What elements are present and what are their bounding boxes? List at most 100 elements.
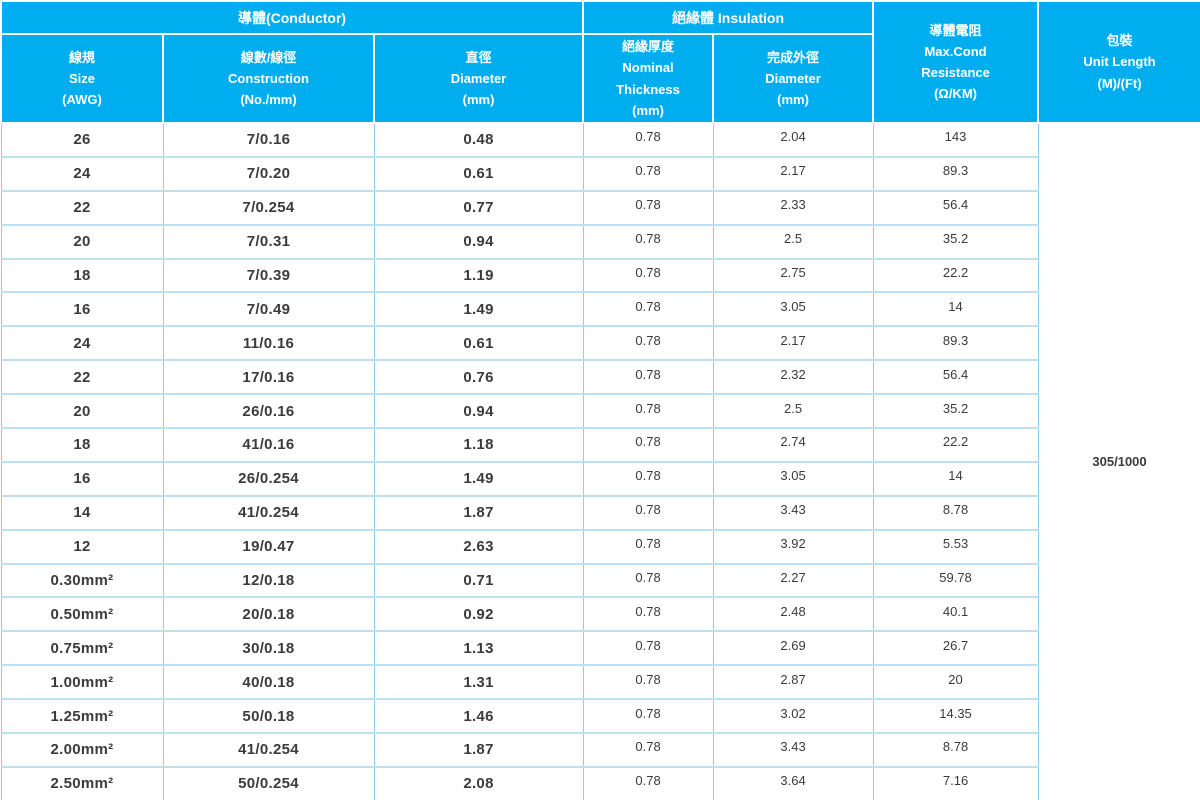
table-row: 26 7/0.16 0.48 0.78 2.04 143 305/1000 [0,122,1200,800]
sub-header-row: 線規 Size (AWG) 線數/線徑 Construction (No./mm… [0,33,1200,124]
finished-diameter-cell: 3.02 [712,698,874,735]
table-row: 24 7/0.20 0.61 0.78 2.17 89.3 [0,155,1200,192]
resistance-cell: 59.78 [872,562,1039,599]
size-cell: 1.25mm² [0,698,164,735]
diameter-cell: 0.94 [373,393,584,430]
thickness-cell: 0.78 [582,189,714,226]
table-row: 14 41/0.254 1.87 0.78 3.43 8.78 [0,494,1200,531]
resistance-cell: 89.3 [872,155,1039,192]
table-row: 2.50mm² 50/0.254 2.08 0.78 3.64 7.16 [0,765,1200,800]
diameter-cell: 0.48 [373,122,584,158]
group-header-row: 導體(Conductor) 絕緣體 Insulation 導體電阻 Max.Co… [0,0,1200,124]
construction-cell: 41/0.254 [162,732,375,768]
finished-diameter-column-header: 完成外徑 Diameter (mm) [712,33,875,124]
thickness-cell: 0.78 [582,765,714,800]
diameter-cell: 0.77 [373,189,584,226]
finished-diameter-cell: 2.87 [712,664,874,701]
conductor-diameter-column-header: 直徑 Diameter (mm) [372,33,585,124]
diameter-cell: 1.18 [373,427,584,463]
finished-diameter-cell: 2.69 [712,630,874,667]
construction-cell: 41/0.254 [162,494,375,531]
insulation-thickness-column-header: 絕緣厚度 Nominal Thickness (mm) [582,33,715,124]
finished-diameter-cell: 2.17 [712,155,874,192]
conductor-group-header: 導體(Conductor) [0,0,585,35]
size-cell: 12 [0,528,164,565]
finished-diameter-cell: 3.05 [712,291,874,328]
diameter-cell: 2.08 [373,765,584,800]
table-row: 0.50mm² 20/0.18 0.92 0.78 2.48 40.1 [0,596,1200,633]
construction-column-header: 線數/線徑 Construction (No./mm) [162,33,375,124]
diameter-cell: 1.31 [373,664,584,701]
finished-diameter-cell: 2.5 [712,393,874,430]
table-row: 20 26/0.16 0.94 0.78 2.5 35.2 [0,393,1200,430]
resistance-cell: 5.53 [872,528,1039,565]
size-cell: 2.00mm² [0,732,164,768]
finished-diameter-cell: 3.05 [712,460,874,497]
finished-diameter-cell: 3.43 [712,494,874,531]
thickness-cell: 0.78 [582,460,714,497]
thickness-cell: 0.78 [582,325,714,362]
thickness-cell: 0.78 [582,155,714,192]
resistance-cell: 20 [872,664,1039,701]
thickness-cell: 0.78 [582,732,714,768]
thickness-cell: 0.78 [582,664,714,701]
size-cell: 2.50mm² [0,765,164,800]
diameter-cell: 1.19 [373,257,584,294]
resistance-cell: 14 [872,291,1039,328]
construction-cell: 19/0.47 [162,528,375,565]
size-cell: 0.50mm² [0,596,164,633]
diameter-cell: 0.92 [373,596,584,633]
resistance-cell: 7.16 [872,765,1039,800]
construction-cell: 26/0.16 [162,393,375,430]
diameter-cell: 0.94 [373,223,584,260]
resistance-cell: 35.2 [872,393,1039,430]
table-row: 16 26/0.254 1.49 0.78 3.05 14 [0,460,1200,497]
thickness-cell: 0.78 [582,359,714,396]
resistance-cell: 89.3 [872,325,1039,362]
resistance-cell: 14.35 [872,698,1039,735]
table-body: 26 7/0.16 0.48 0.78 2.04 143 305/1000 24 7/0.20 0… [0,122,1200,800]
finished-diameter-cell: 2.32 [712,359,874,396]
construction-cell: 17/0.16 [162,359,375,396]
resistance-column-header: 導體電阻 Max.Cond Resistance (Ω/KM) [872,0,1040,124]
thickness-cell: 0.78 [582,562,714,599]
diameter-cell: 0.76 [373,359,584,396]
size-cell: 0.30mm² [0,562,164,599]
diameter-cell: 1.49 [373,460,584,497]
construction-cell: 50/0.18 [162,698,375,735]
resistance-cell: 14 [872,460,1039,497]
resistance-cell: 40.1 [872,596,1039,633]
finished-diameter-cell: 2.04 [712,122,874,158]
resistance-cell: 143 [872,122,1039,158]
diameter-cell: 0.71 [373,562,584,599]
finished-diameter-cell: 3.64 [712,765,874,800]
thickness-cell: 0.78 [582,257,714,294]
size-cell: 24 [0,325,164,362]
construction-cell: 11/0.16 [162,325,375,362]
finished-diameter-cell: 2.75 [712,257,874,294]
size-cell: 24 [0,155,164,192]
diameter-cell: 1.49 [373,291,584,328]
diameter-cell: 1.13 [373,630,584,667]
resistance-cell: 56.4 [872,189,1039,226]
size-cell: 16 [0,460,164,497]
diameter-cell: 0.61 [373,155,584,192]
resistance-cell: 8.78 [872,494,1039,531]
resistance-cell: 56.4 [872,359,1039,396]
size-cell: 18 [0,257,164,294]
diameter-cell: 0.61 [373,325,584,362]
construction-cell: 41/0.16 [162,427,375,463]
construction-cell: 7/0.20 [162,155,375,192]
resistance-cell: 26.7 [872,630,1039,667]
thickness-cell: 0.78 [582,596,714,633]
size-column-header: 線規 Size (AWG) [0,33,164,124]
size-cell: 20 [0,393,164,430]
thickness-cell: 0.78 [582,291,714,328]
size-cell: 26 [0,122,164,158]
construction-cell: 50/0.254 [162,765,375,800]
size-cell: 0.75mm² [0,630,164,667]
construction-cell: 7/0.39 [162,257,375,294]
size-cell: 14 [0,494,164,531]
construction-cell: 30/0.18 [162,630,375,667]
